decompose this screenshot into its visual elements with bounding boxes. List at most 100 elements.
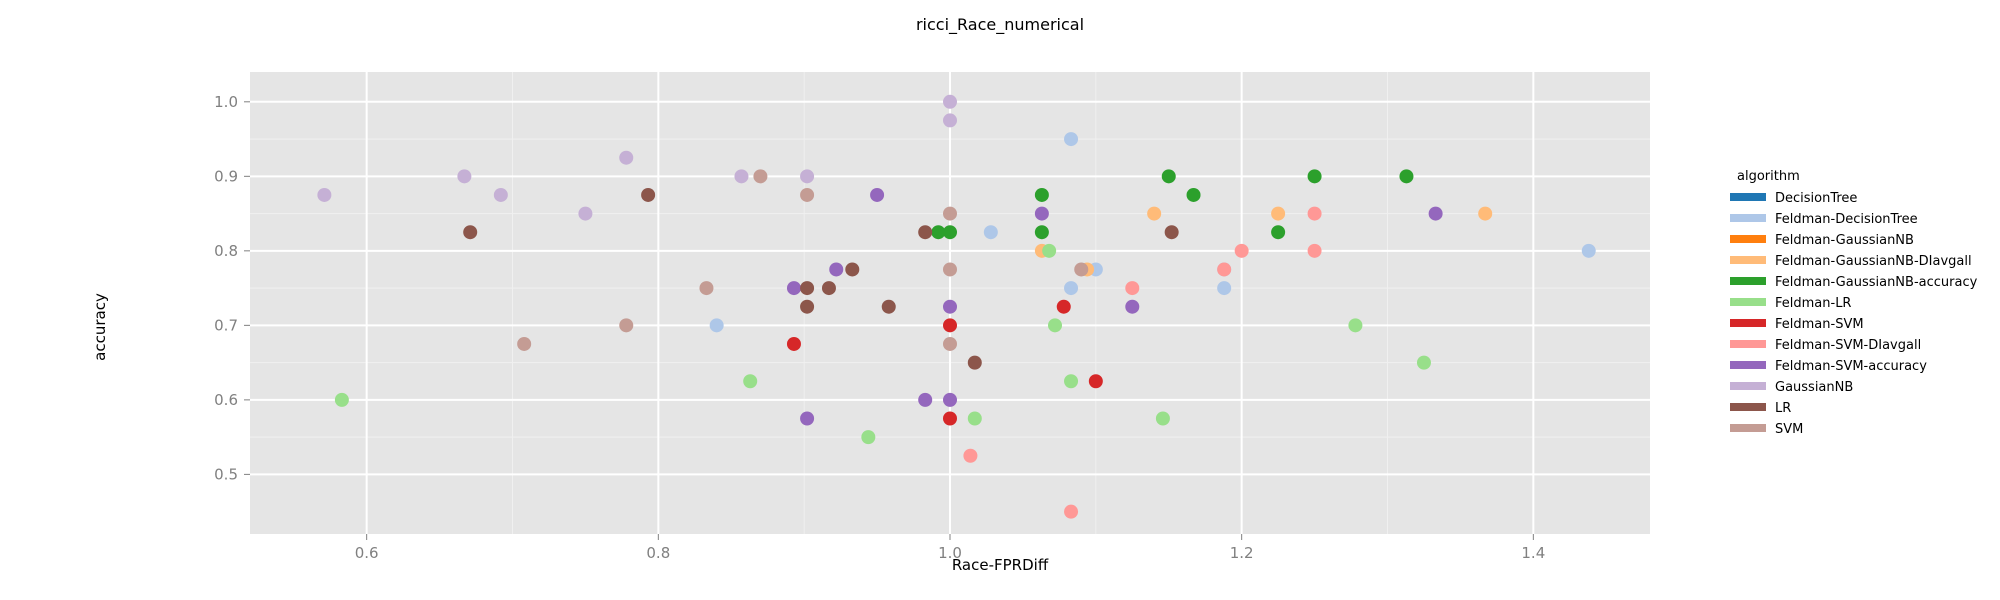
data-point [1416,355,1431,370]
data-point [1164,225,1179,240]
data-point [800,187,815,202]
data-point [1307,206,1322,221]
data-point [918,225,933,240]
data-point [1064,374,1079,389]
legend-swatch [1730,277,1766,285]
data-point [1042,243,1057,258]
y-tick-label: 0.7 [214,316,238,334]
data-point [1125,281,1140,296]
legend-label: GaussianNB [1775,380,1853,395]
data-point [1307,169,1322,184]
data-point [1056,299,1071,314]
data-point [943,299,957,314]
data-point [943,225,957,240]
data-point [317,187,332,202]
data-point [619,150,634,165]
legend-swatch [1730,214,1766,222]
data-point [800,281,815,296]
legend-swatch [1730,235,1766,243]
data-point [1161,169,1176,184]
x-tick-label: 1.2 [1230,544,1254,562]
y-tick-label: 0.8 [214,242,238,260]
data-point [931,225,946,240]
data-point [1307,243,1322,258]
data-point [1217,262,1232,277]
data-point [734,169,749,184]
data-point [578,206,593,221]
data-point [881,299,896,314]
legend-title: algorithm [1737,169,1800,184]
y-tick-label: 0.5 [214,465,238,483]
data-point [1034,206,1049,221]
data-point [1125,299,1140,314]
data-point [1399,169,1414,184]
data-point [1088,374,1103,389]
data-point [1428,206,1443,221]
data-point [943,318,957,333]
legend-label: Feldman-GaussianNB-accuracy [1775,275,1978,290]
data-point [1064,132,1079,147]
data-point [943,336,957,351]
legend-swatch [1730,298,1766,306]
legend-swatch [1730,319,1766,327]
data-point [918,392,933,407]
y-axis-ticks: 0.5 0.6 0.7 0.8 0.9 1.0 [214,93,250,483]
legend-swatch [1730,403,1766,411]
data-point [786,336,801,351]
data-point [1581,243,1596,258]
legend-label: Feldman-GaussianNB [1775,233,1914,248]
data-point [619,318,634,333]
data-point [821,281,836,296]
y-tick-label: 0.9 [214,167,238,185]
data-point [1234,243,1249,258]
data-point [1147,206,1162,221]
data-point [1478,206,1493,221]
data-point [463,225,478,240]
data-point [1348,318,1363,333]
y-axis-label: accuracy [91,293,109,361]
legend-label: LR [1775,401,1791,416]
x-tick-label: 1.0 [938,544,962,562]
data-point [870,187,885,202]
data-point [753,169,768,184]
chart-title: ricci_Race_numerical [916,15,1084,35]
legend: algorithm DecisionTree Feldman-DecisionTr… [1730,169,1978,437]
legend-swatch [1730,424,1766,432]
data-point [861,430,876,445]
x-axis-ticks: 0.6 0.8 1.0 1.2 1.4 [355,534,1545,562]
data-point [517,336,532,351]
data-point [967,411,982,426]
data-point [1074,262,1089,277]
data-point [1064,281,1079,296]
legend-swatch [1730,361,1766,369]
data-point [1048,318,1062,333]
x-tick-label: 0.6 [355,544,379,562]
data-point [699,281,714,296]
legend-swatch [1730,340,1766,348]
data-point [493,187,508,202]
data-point [641,187,656,202]
data-point [800,299,815,314]
legend-label: DecisionTree [1775,191,1857,206]
legend-swatch [1730,256,1766,264]
legend-swatch [1730,382,1766,390]
data-point [1271,206,1286,221]
data-point [943,113,957,128]
legend-swatch [1730,193,1766,201]
y-tick-label: 1.0 [214,93,238,111]
data-point [943,392,957,407]
x-tick-label: 1.4 [1521,544,1545,562]
data-point [943,94,957,109]
legend-label: Feldman-SVM-DIavgall [1775,338,1921,353]
data-point [743,374,758,389]
legend-label: SVM [1775,422,1803,437]
data-point [1217,281,1232,296]
data-point [845,262,860,277]
data-point [1155,411,1170,426]
data-point [709,318,724,333]
x-axis-label: Race-FPRDiff [952,556,1049,574]
data-point [800,169,815,184]
data-point [943,206,957,221]
y-tick-label: 0.6 [214,391,238,409]
x-tick-label: 0.8 [646,544,670,562]
